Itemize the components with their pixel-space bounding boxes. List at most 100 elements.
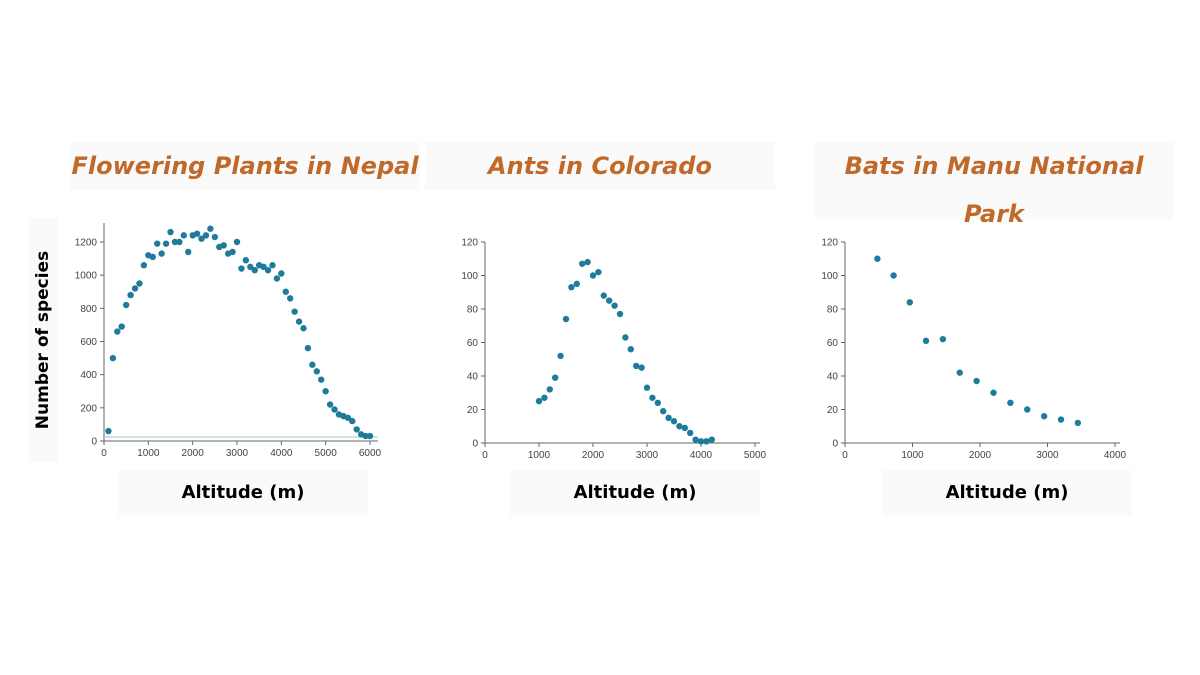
data-point (220, 242, 227, 249)
data-point (362, 432, 369, 440)
data-point (1074, 419, 1082, 427)
data-point (535, 397, 543, 405)
data-point (313, 368, 320, 375)
data-point (643, 384, 651, 391)
y-tick-label: 40 (827, 372, 839, 383)
data-point (906, 299, 913, 306)
y-tick-label: 120 (461, 238, 478, 249)
x-axis-label-nepal: Altitude (m) (118, 470, 368, 516)
data-point (198, 235, 205, 242)
data-point (1040, 413, 1048, 420)
data-point (654, 399, 661, 406)
data-point (171, 238, 179, 246)
y-axis-label-text: Number of species (33, 250, 53, 430)
data-point (660, 407, 667, 415)
data-point (676, 423, 683, 430)
x-tick-label: 4000 (1104, 450, 1127, 461)
data-point (1007, 399, 1014, 406)
y-tick-label: 0 (472, 439, 478, 450)
data-point (552, 374, 559, 381)
data-point (114, 328, 121, 335)
x-tick-label: 5000 (744, 450, 767, 461)
x-axis-label-manu: Altitude (m) (882, 470, 1132, 516)
data-point (353, 426, 360, 433)
x-tick-label: 5000 (315, 448, 338, 459)
data-point (573, 280, 580, 288)
data-point (579, 260, 586, 267)
data-point (105, 427, 112, 435)
data-point (287, 295, 294, 302)
y-tick-label: 20 (467, 405, 479, 416)
data-point (611, 302, 618, 309)
data-point (109, 354, 117, 362)
y-tick-label: 400 (80, 370, 97, 381)
y-tick-label: 60 (827, 338, 839, 349)
chart-colorado: 0 1000 2000 3000 4000 5000 0 20 40 60 80 100 120 (461, 238, 767, 462)
data-point (344, 414, 352, 421)
data-point (557, 352, 564, 360)
x-tick-label: 2000 (182, 448, 205, 459)
chart-title-manu: Bats in Manu National Park (815, 142, 1173, 228)
x-tick-label: 0 (482, 450, 488, 461)
chart-title-colorado: Ants in Colorado (425, 142, 775, 190)
data-point (233, 238, 241, 246)
data-point (681, 424, 688, 432)
data-point (697, 438, 705, 445)
data-point (627, 346, 634, 353)
y-tick-label: 40 (467, 372, 479, 383)
data-point (207, 225, 214, 232)
x-tick-label: 1000 (528, 450, 551, 461)
x-tick-label: 1000 (901, 450, 924, 461)
x-tick-label: 4000 (270, 448, 293, 459)
data-point (1024, 406, 1031, 413)
data-point (349, 417, 356, 425)
data-point (589, 272, 597, 279)
y-tick-label: 20 (827, 405, 839, 416)
data-point (185, 248, 192, 256)
x-axis-label-colorado: Altitude (m) (510, 470, 760, 516)
data-point (922, 337, 930, 345)
data-point (295, 318, 303, 325)
y-tick-label: 120 (821, 238, 838, 249)
data-point (616, 310, 624, 318)
data-point (633, 362, 640, 370)
data-point (273, 275, 281, 282)
data-point (326, 401, 334, 408)
data-point (176, 238, 183, 246)
data-point (606, 297, 613, 304)
data-point (546, 386, 553, 393)
data-point (260, 263, 267, 271)
data-point (665, 414, 672, 422)
x-tick-label: 3000 (226, 448, 249, 459)
data-point (238, 265, 245, 272)
y-tick-label: 1200 (75, 238, 98, 249)
y-tick-label: 0 (832, 439, 838, 450)
data-point (122, 301, 130, 309)
x-tick-label: 0 (842, 450, 848, 461)
data-point (692, 436, 699, 443)
data-point (127, 291, 134, 299)
data-point (584, 258, 591, 266)
y-axis-label: Number of species (28, 218, 58, 462)
data-point (269, 262, 276, 269)
x-tick-label: 1000 (137, 448, 160, 459)
data-point (890, 272, 897, 279)
data-point (708, 436, 715, 443)
data-point (154, 240, 161, 247)
data-point (158, 250, 165, 257)
data-point (300, 325, 307, 332)
data-point (202, 232, 210, 239)
data-point (291, 308, 298, 315)
data-point (649, 394, 656, 401)
data-point (136, 280, 143, 287)
y-tick-label: 80 (467, 305, 479, 316)
data-point (118, 323, 125, 330)
y-tick-label: 100 (461, 271, 478, 282)
data-point (211, 233, 219, 241)
y-tick-label: 600 (80, 337, 97, 348)
x-tick-label: 3000 (636, 450, 659, 461)
data-point (278, 270, 285, 277)
chart-manu: 0 1000 2000 3000 4000 0 20 40 60 80 100 120 (821, 238, 1127, 462)
x-tick-label: 0 (101, 448, 107, 459)
data-point (251, 266, 258, 274)
